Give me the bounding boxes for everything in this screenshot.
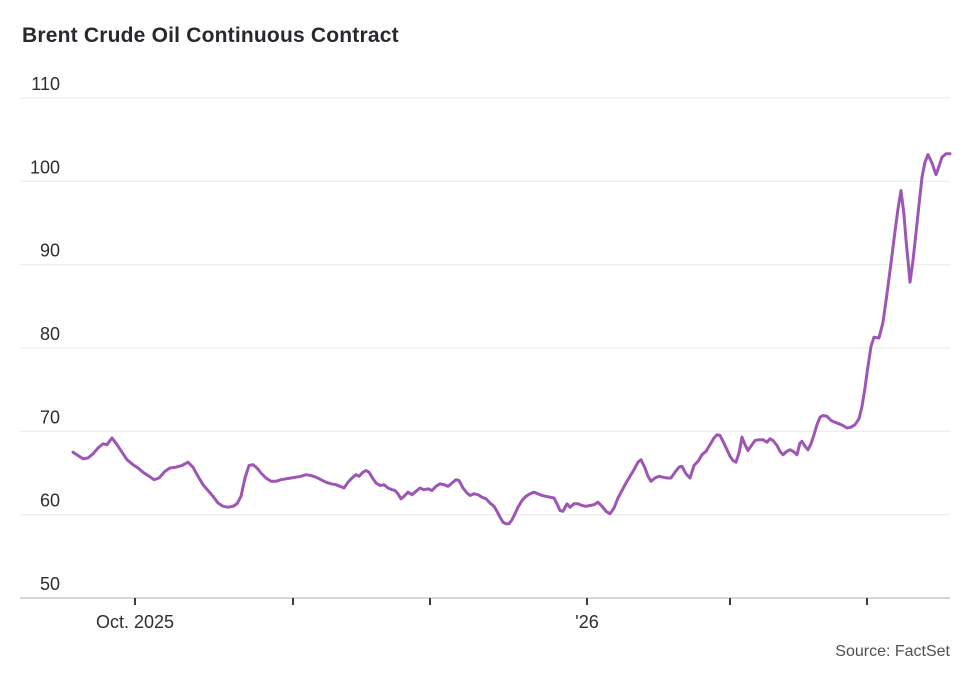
- y-axis-label-50: 50: [40, 574, 60, 594]
- y-axis-label-60: 60: [40, 491, 60, 511]
- y-axis-label-80: 80: [40, 324, 60, 344]
- x-axis-label-3: '26: [575, 612, 598, 632]
- y-axis-label-90: 90: [40, 241, 60, 261]
- price-line-0: [71, 152, 952, 526]
- chart-title: Brent Crude Oil Continuous Contract: [22, 24, 399, 47]
- source-attribution: Source: FactSet: [835, 643, 950, 660]
- y-axis-label-100: 100: [30, 157, 60, 177]
- y-axis-label-70: 70: [40, 407, 60, 427]
- y-axis-label-110: 110: [31, 74, 60, 94]
- x-axis-label-0: Oct. 2025: [96, 612, 174, 632]
